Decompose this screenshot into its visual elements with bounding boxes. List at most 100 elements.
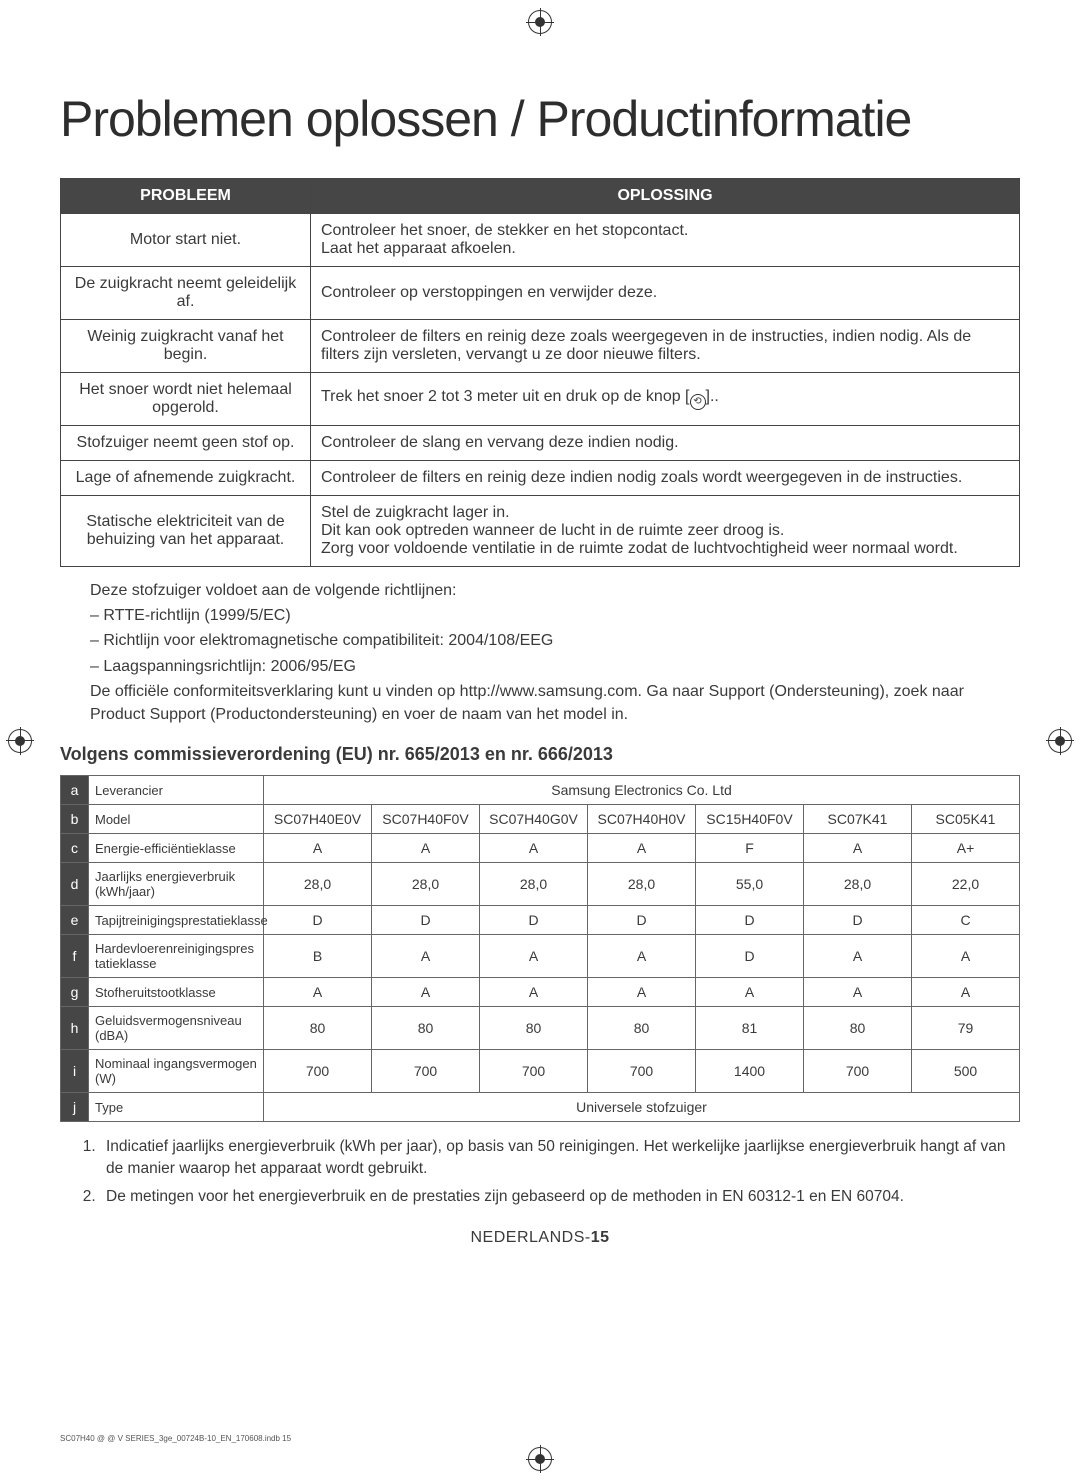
page-footer: NEDERLANDS-15 (60, 1229, 1020, 1247)
compliance-closing: De officiële conformiteitsverklaring kun… (90, 680, 1020, 726)
spec-table: aLeverancierSamsung Electronics Co. Ltdb… (60, 775, 1020, 1122)
spec-value-cell: A (912, 935, 1020, 978)
spec-value-cell: 81 (696, 1007, 804, 1050)
spec-row-label: Geluidsvermogensniveau (dBA) (89, 1007, 264, 1050)
compliance-bullet: Laagspanningsrichtlijn: 2006/95/EG (90, 655, 1020, 678)
spec-value-cell: F (696, 834, 804, 863)
spec-row-index: h (61, 1007, 89, 1050)
imprint-line: SC07H40 @ @ V SERIES_3ge_00724B-10_EN_17… (60, 1434, 291, 1443)
spec-value-cell: A (696, 978, 804, 1007)
spec-value-cell: SC15H40F0V (696, 805, 804, 834)
spec-span-cell: Universele stofzuiger (264, 1093, 1020, 1122)
spec-value-cell: D (372, 906, 480, 935)
spec-row-index: j (61, 1093, 89, 1122)
spec-value-cell: 1400 (696, 1050, 804, 1093)
spec-row-index: e (61, 906, 89, 935)
registration-mark-right (1048, 729, 1072, 753)
registration-mark-top (528, 10, 552, 34)
problem-cell: Statische elektriciteit van de behuizing… (61, 496, 311, 567)
spec-row-label: Hardevloerenreinigingspres tatieklasse (89, 935, 264, 978)
spec-value-cell: A (372, 834, 480, 863)
footer-page-num: 15 (591, 1229, 610, 1246)
spec-row-label: Leverancier (89, 776, 264, 805)
spec-value-cell: SC07H40G0V (480, 805, 588, 834)
solution-cell: Controleer de filters en reinig deze zoa… (311, 320, 1020, 373)
spec-value-cell: D (696, 935, 804, 978)
registration-mark-left (8, 729, 32, 753)
spec-value-cell: 28,0 (264, 863, 372, 906)
spec-value-cell: 28,0 (804, 863, 912, 906)
footer-lang: NEDERLANDS- (471, 1229, 591, 1246)
spec-row-label: Jaarlijks energieverbruik (kWh/jaar) (89, 863, 264, 906)
spec-value-cell: 28,0 (588, 863, 696, 906)
spec-value-cell: A (912, 978, 1020, 1007)
spec-value-cell: B (264, 935, 372, 978)
spec-value-cell: D (480, 906, 588, 935)
spec-row-index: i (61, 1050, 89, 1093)
spec-value-cell: D (804, 906, 912, 935)
spec-value-cell: 80 (264, 1007, 372, 1050)
problem-cell: Het snoer wordt niet helemaal opgerold. (61, 373, 311, 426)
page: Problemen oplossen / Productinformatie P… (0, 0, 1080, 1481)
spec-value-cell: 700 (804, 1050, 912, 1093)
spec-row-label: Nominaal ingangsvermogen (W) (89, 1050, 264, 1093)
spec-value-cell: 79 (912, 1007, 1020, 1050)
problem-cell: De zuigkracht neemt geleidelijk af. (61, 267, 311, 320)
solution-cell: Controleer de slang en vervang deze indi… (311, 426, 1020, 461)
spec-value-cell: A (480, 834, 588, 863)
spec-value-cell: A (480, 978, 588, 1007)
spec-row-label: Stofheruitstootklasse (89, 978, 264, 1007)
spec-row-index: d (61, 863, 89, 906)
spec-row-label: Type (89, 1093, 264, 1122)
spec-value-cell: C (912, 906, 1020, 935)
spec-row-label: Tapijtreinigingsprestatieklasse (89, 906, 264, 935)
spec-value-cell: 700 (480, 1050, 588, 1093)
spec-row-label: Energie-efficiëntieklasse (89, 834, 264, 863)
spec-value-cell: A (804, 978, 912, 1007)
spec-value-cell: 28,0 (480, 863, 588, 906)
th-problem: PROBLEEM (61, 179, 311, 214)
spec-row-index: b (61, 805, 89, 834)
problem-cell: Weinig zuigkracht vanaf het begin. (61, 320, 311, 373)
spec-value-cell: A (588, 935, 696, 978)
spec-value-cell: SC07K41 (804, 805, 912, 834)
footnotes: Indicatief jaarlijks energieverbruik (kW… (60, 1136, 1020, 1207)
spec-value-cell: A (804, 834, 912, 863)
troubleshooting-table: PROBLEEM OPLOSSING Motor start niet.Cont… (60, 178, 1020, 567)
spec-value-cell: 80 (480, 1007, 588, 1050)
spec-value-cell: 80 (804, 1007, 912, 1050)
spec-value-cell: 28,0 (372, 863, 480, 906)
spec-row-label: Model (89, 805, 264, 834)
spec-value-cell: A+ (912, 834, 1020, 863)
spec-value-cell: A (264, 834, 372, 863)
spec-value-cell: SC07H40E0V (264, 805, 372, 834)
spec-value-cell: 700 (372, 1050, 480, 1093)
spec-value-cell: SC05K41 (912, 805, 1020, 834)
spec-value-cell: D (264, 906, 372, 935)
spec-value-cell: 80 (372, 1007, 480, 1050)
compliance-intro: Deze stofzuiger voldoet aan de volgende … (90, 579, 1020, 602)
solution-cell: Stel de zuigkracht lager in.Dit kan ook … (311, 496, 1020, 567)
spec-value-cell: A (372, 978, 480, 1007)
footnote: Indicatief jaarlijks energieverbruik (kW… (100, 1136, 1020, 1179)
spec-value-cell: SC07H40F0V (372, 805, 480, 834)
spec-value-cell: A (480, 935, 588, 978)
compliance-notes: Deze stofzuiger voldoet aan de volgende … (90, 579, 1020, 726)
solution-cell: Controleer op verstoppingen en verwijder… (311, 267, 1020, 320)
page-title: Problemen oplossen / Productinformatie (60, 90, 1020, 148)
spec-value-cell: SC07H40H0V (588, 805, 696, 834)
spec-value-cell: 22,0 (912, 863, 1020, 906)
problem-cell: Motor start niet. (61, 214, 311, 267)
solution-cell: Trek het snoer 2 tot 3 meter uit en druk… (311, 373, 1020, 426)
registration-mark-bottom (528, 1447, 552, 1471)
th-solution: OPLOSSING (311, 179, 1020, 214)
spec-value-cell: 700 (264, 1050, 372, 1093)
problem-cell: Stofzuiger neemt geen stof op. (61, 426, 311, 461)
spec-value-cell: A (588, 978, 696, 1007)
spec-value-cell: 55,0 (696, 863, 804, 906)
spec-row-index: f (61, 935, 89, 978)
spec-value-cell: 500 (912, 1050, 1020, 1093)
spec-value-cell: 80 (588, 1007, 696, 1050)
spec-span-cell: Samsung Electronics Co. Ltd (264, 776, 1020, 805)
spec-value-cell: A (264, 978, 372, 1007)
